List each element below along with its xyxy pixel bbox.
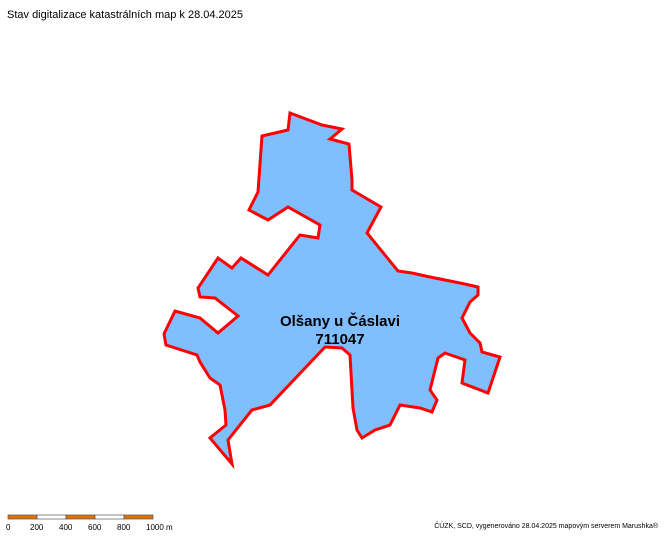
scale-bar bbox=[7, 514, 154, 520]
map-title: Stav digitalizace katastrálních map k 28… bbox=[7, 9, 244, 21]
scale-label: 600 bbox=[88, 523, 102, 532]
scale-label: 400 bbox=[59, 523, 73, 532]
scale-label: 800 bbox=[117, 523, 131, 532]
attribution: ČÚZK, SCD, vygenerováno 28.04.2025 mapov… bbox=[434, 523, 658, 530]
cadastral-area bbox=[162, 110, 502, 470]
area-code: 711047 bbox=[315, 331, 364, 348]
scale-label: 200 bbox=[30, 523, 44, 532]
scale-label: 0 bbox=[6, 523, 11, 532]
scale-label: 1000 m bbox=[146, 523, 173, 532]
area-name: Olšany u Čáslavi bbox=[280, 312, 400, 330]
